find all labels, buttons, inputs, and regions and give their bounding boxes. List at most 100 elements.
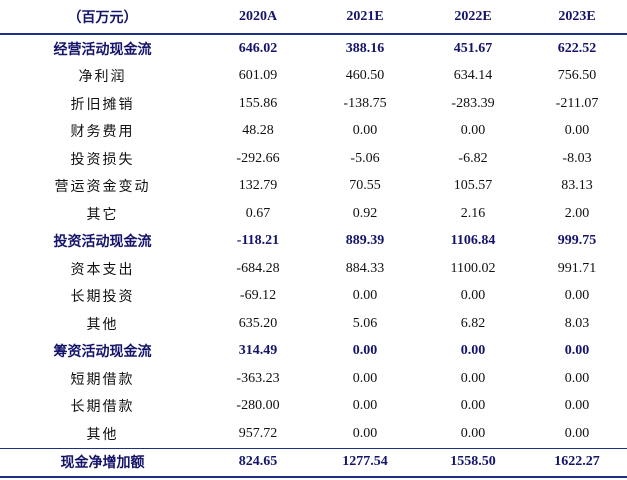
cell: 0.00 bbox=[352, 398, 378, 414]
header-cell: 2020A bbox=[205, 0, 311, 35]
cell: -118.21 bbox=[236, 233, 280, 249]
row-label: 净利润 bbox=[78, 70, 127, 86]
table-row: 财务费用 48.28 0.00 0.00 0.00 bbox=[0, 118, 627, 146]
row-label: 投资活动现金流 bbox=[53, 235, 152, 251]
cell: 132.79 bbox=[238, 178, 278, 194]
row-label: 折旧摊销 bbox=[70, 97, 135, 113]
cell: 1106.84 bbox=[450, 233, 496, 249]
table-row: 长期投资 -69.12 0.00 0.00 0.00 bbox=[0, 283, 627, 311]
cell: 756.50 bbox=[557, 68, 597, 84]
cell: -280.00 bbox=[236, 398, 280, 414]
row-label: 其他 bbox=[86, 427, 119, 443]
table-row: 折旧摊销 155.86 -138.75 -283.39 -211.07 bbox=[0, 90, 627, 118]
row-label: 现金净增加额 bbox=[0, 447, 205, 478]
cell: 2.00 bbox=[564, 205, 590, 221]
table-row: 其它 0.67 0.92 2.16 2.00 bbox=[0, 200, 627, 228]
cell: -5.06 bbox=[350, 150, 380, 166]
cell: 0.00 bbox=[352, 425, 378, 441]
cell: -283.39 bbox=[451, 95, 495, 111]
header-cell: 2022E bbox=[419, 0, 527, 35]
cell: 991.71 bbox=[557, 260, 597, 276]
cell: 0.00 bbox=[564, 343, 590, 359]
cell: 0.00 bbox=[460, 370, 486, 386]
cell: 2.16 bbox=[460, 205, 486, 221]
cell: 0.00 bbox=[564, 123, 590, 139]
row-label: 其他 bbox=[86, 317, 119, 333]
table-row: 投资活动现金流 -118.21 889.39 1106.84 999.75 bbox=[0, 228, 627, 256]
cell: 889.39 bbox=[345, 233, 385, 249]
row-label: 长期投资 bbox=[70, 290, 135, 306]
cell: 6.82 bbox=[460, 315, 486, 331]
row-label: 经营活动现金流 bbox=[53, 42, 152, 58]
cell: 8.03 bbox=[564, 315, 590, 331]
cell: 388.16 bbox=[345, 40, 385, 56]
row-label: 其它 bbox=[86, 207, 119, 223]
row-label: 财务费用 bbox=[70, 125, 135, 141]
table-row: 营运资金变动 132.79 70.55 105.57 83.13 bbox=[0, 173, 627, 201]
cell: 999.75 bbox=[557, 233, 597, 249]
cell: 601.09 bbox=[238, 68, 278, 84]
cell: 884.33 bbox=[345, 260, 385, 276]
cell: -684.28 bbox=[236, 260, 280, 276]
cell: -211.07 bbox=[555, 95, 599, 111]
cell: 0.00 bbox=[352, 288, 378, 304]
cell: 451.67 bbox=[453, 40, 493, 56]
cell: 70.55 bbox=[349, 178, 381, 194]
cell: -6.82 bbox=[458, 150, 488, 166]
cell: 314.49 bbox=[238, 343, 278, 359]
cell: 0.00 bbox=[564, 425, 590, 441]
cell: 83.13 bbox=[561, 178, 593, 194]
cell: -363.23 bbox=[236, 370, 280, 386]
cell: 957.72 bbox=[238, 425, 278, 441]
cell: 622.52 bbox=[557, 40, 597, 56]
row-label: 投资损失 bbox=[70, 152, 135, 168]
table-row: 资本支出 -684.28 884.33 1100.02 991.71 bbox=[0, 255, 627, 283]
cell: 0.00 bbox=[460, 288, 486, 304]
cell: 0.00 bbox=[352, 123, 378, 139]
cell: -138.75 bbox=[343, 95, 387, 111]
cell: 0.92 bbox=[352, 205, 378, 221]
cell: 0.00 bbox=[564, 370, 590, 386]
cell: 0.67 bbox=[245, 205, 271, 221]
header-row: （百万元） 2020A 2021E 2022E 2023E bbox=[0, 0, 627, 35]
row-label: 短期借款 bbox=[70, 372, 135, 388]
table-row: 其他 957.72 0.00 0.00 0.00 bbox=[0, 420, 627, 448]
header-cell: 2023E bbox=[527, 0, 627, 35]
cell: 105.57 bbox=[453, 178, 493, 194]
cell: 635.20 bbox=[238, 315, 278, 331]
row-label: 资本支出 bbox=[70, 262, 135, 278]
cell: 0.00 bbox=[460, 398, 486, 414]
cell: 0.00 bbox=[352, 370, 378, 386]
cell: 0.00 bbox=[564, 288, 590, 304]
cell: 0.00 bbox=[460, 123, 486, 139]
cell: -8.03 bbox=[562, 150, 592, 166]
cell: 0.00 bbox=[564, 398, 590, 414]
table-row: 长期借款 -280.00 0.00 0.00 0.00 bbox=[0, 393, 627, 421]
row-label: 营运资金变动 bbox=[54, 180, 151, 196]
cell: 1277.54 bbox=[311, 447, 419, 478]
cell: 0.00 bbox=[460, 425, 486, 441]
cell: 460.50 bbox=[345, 68, 385, 84]
cell: 0.00 bbox=[460, 343, 486, 359]
cell: 646.02 bbox=[238, 40, 278, 56]
table-row: 短期借款 -363.23 0.00 0.00 0.00 bbox=[0, 365, 627, 393]
cell: 0.00 bbox=[352, 343, 378, 359]
header-cell: （百万元） bbox=[0, 0, 205, 35]
row-label: 长期借款 bbox=[70, 400, 135, 416]
table-row: 筹资活动现金流 314.49 0.00 0.00 0.00 bbox=[0, 338, 627, 366]
cell: 48.28 bbox=[242, 123, 274, 139]
table-row: 经营活动现金流 646.02 388.16 451.67 622.52 bbox=[0, 34, 627, 63]
table-row: 其他 635.20 5.06 6.82 8.03 bbox=[0, 310, 627, 338]
header-cell: 2021E bbox=[311, 0, 419, 35]
cell: -69.12 bbox=[239, 288, 277, 304]
cell: 634.14 bbox=[453, 68, 493, 84]
cell: 155.86 bbox=[238, 95, 278, 111]
table-row: 现金净增加额 824.65 1277.54 1558.50 1622.27 bbox=[0, 447, 627, 478]
cell: 1558.50 bbox=[419, 447, 527, 478]
table-row: 净利润 601.09 460.50 634.14 756.50 bbox=[0, 63, 627, 91]
table-row: 投资损失 -292.66 -5.06 -6.82 -8.03 bbox=[0, 145, 627, 173]
cell: 1100.02 bbox=[450, 260, 496, 276]
cell: -292.66 bbox=[236, 150, 280, 166]
